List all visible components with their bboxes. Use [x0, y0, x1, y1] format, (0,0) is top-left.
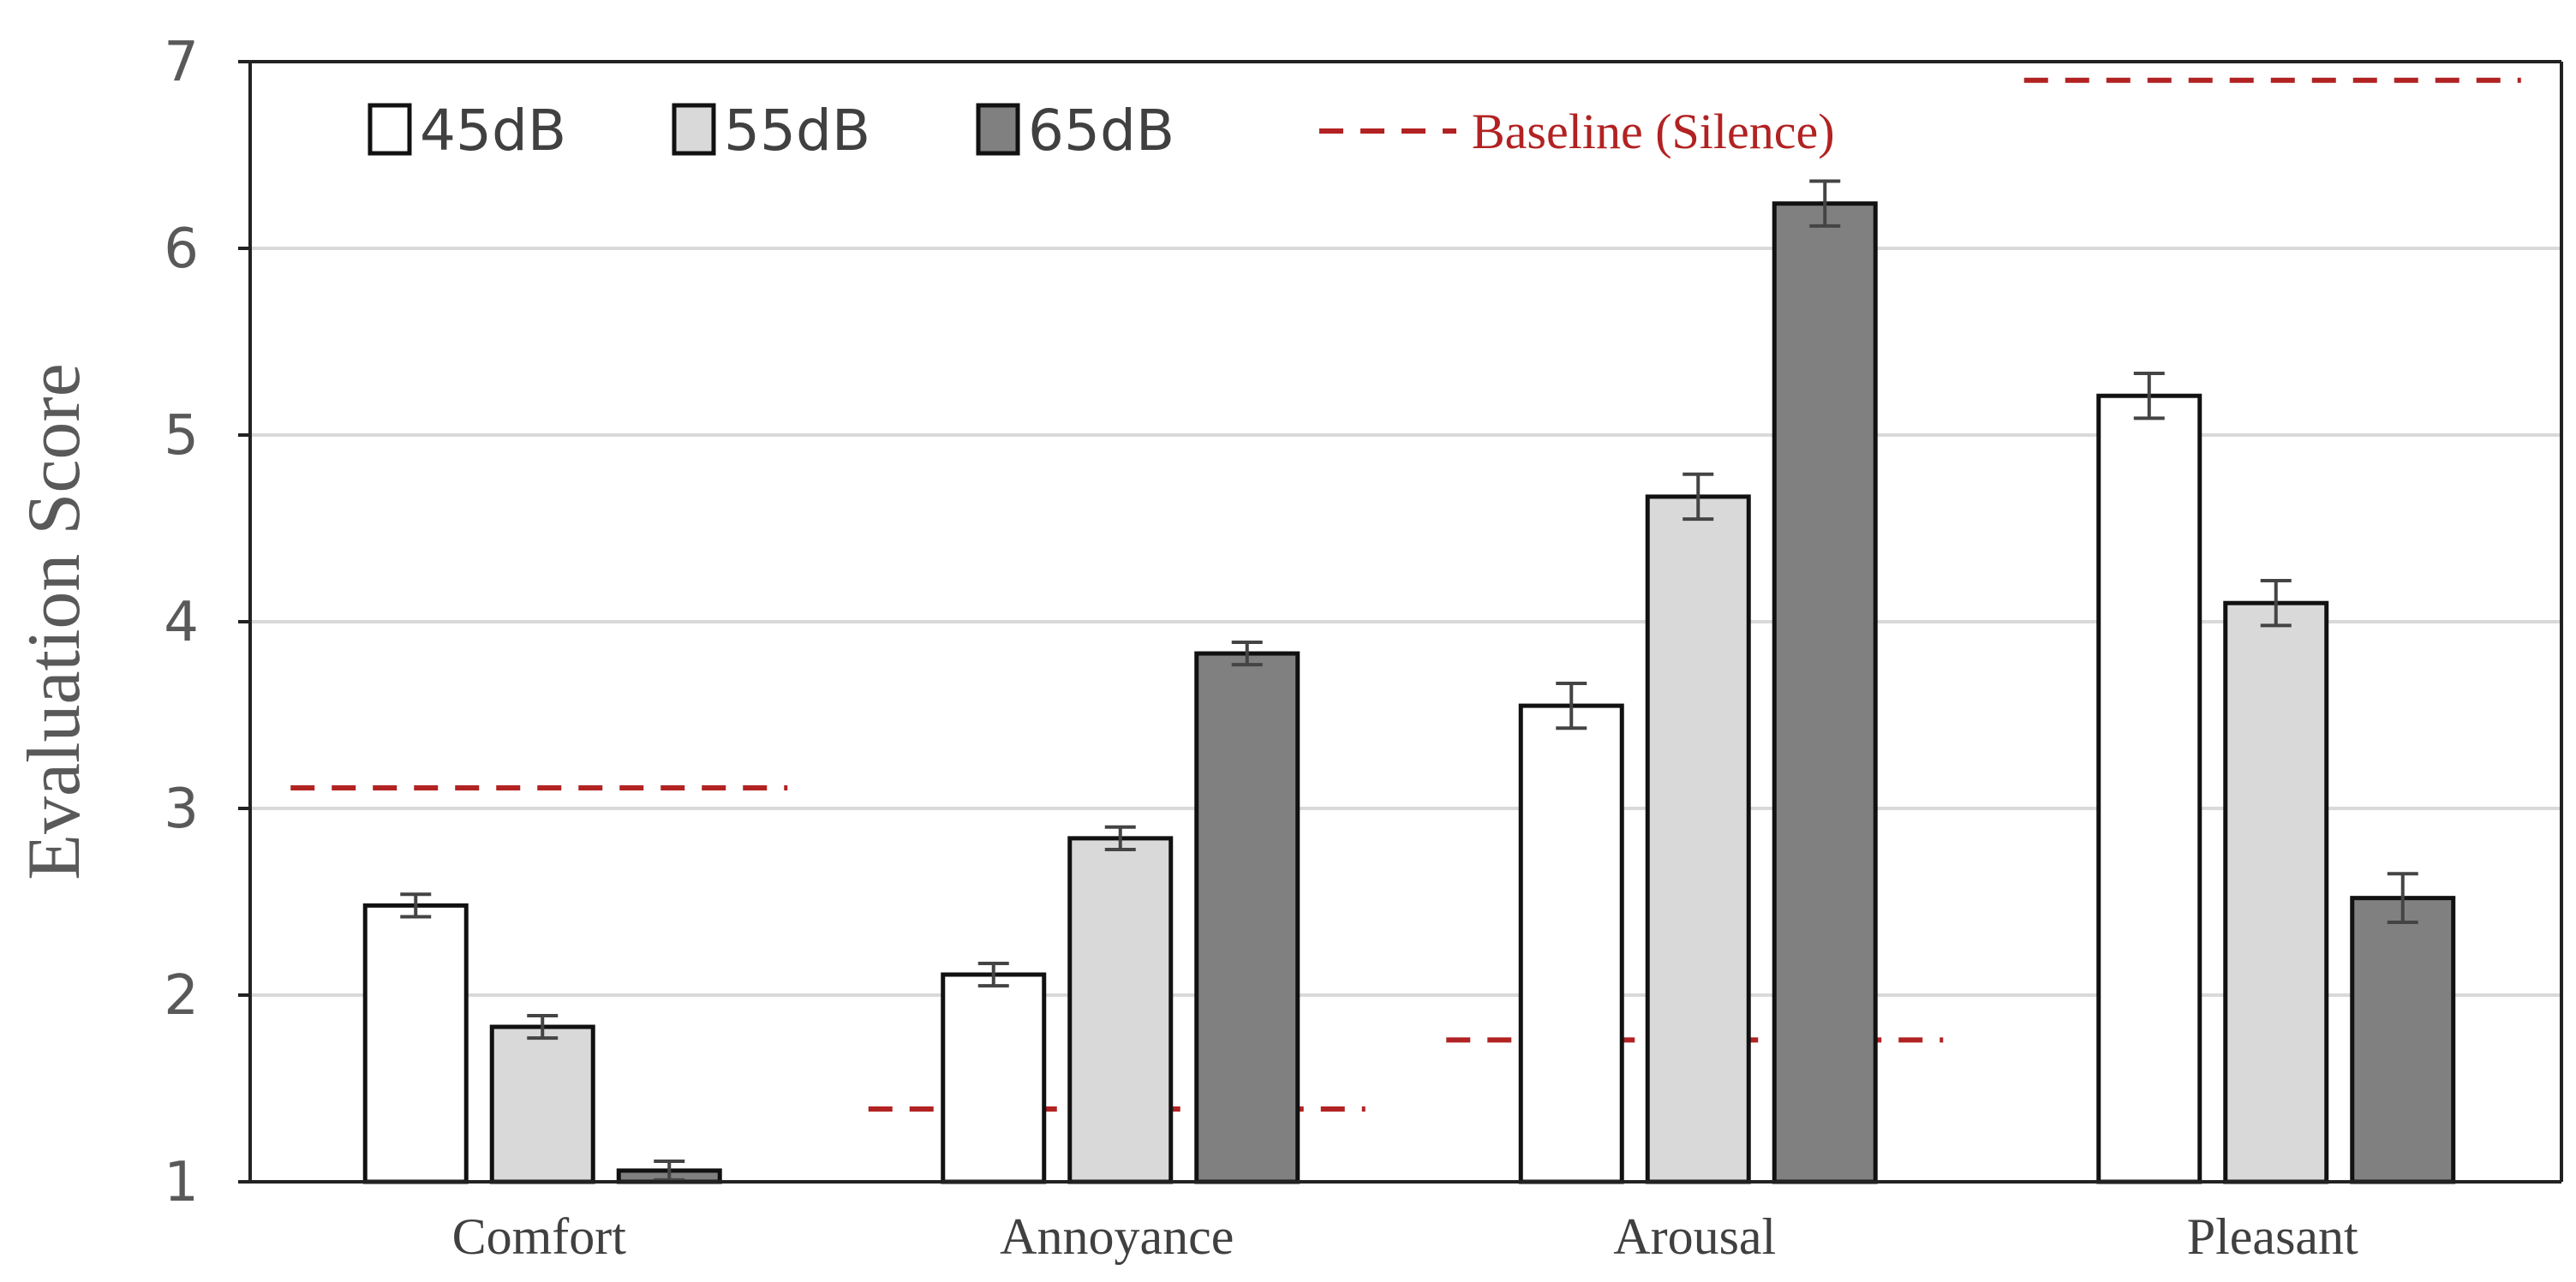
- bar-55dB-Arousal: [1645, 494, 1751, 1184]
- legend-item-baseline: Baseline (Silence): [1319, 104, 1835, 159]
- x-tick-label: Arousal: [1613, 1208, 1776, 1265]
- legend-label: 45dB: [420, 98, 566, 164]
- bar-55dB-Comfort: [489, 1024, 595, 1184]
- labels: 1 2 3 4 5 6 7 Comfort Annoyance Arousal Pleasant Ev…: [13, 31, 2358, 1265]
- error-bar-65dB-Arousal: [1809, 179, 1841, 228]
- y-axis-title: Evaluation Score: [13, 363, 96, 880]
- legend-label: 65dB: [1028, 98, 1174, 164]
- x-tick-label: Comfort: [452, 1208, 627, 1265]
- axes: [238, 60, 2563, 1184]
- legend-item-65dB: 65dB: [976, 98, 1174, 164]
- error-bar-55dB-Arousal: [1682, 472, 1714, 522]
- bar-55dB-Annoyance: [1067, 836, 1174, 1184]
- error-bar-65dB-Pleasant: [2387, 872, 2418, 924]
- bar-45dB-Comfort: [362, 903, 469, 1184]
- y-tick-label: 7: [164, 31, 199, 94]
- error-bar-55dB-Annoyance: [1104, 825, 1136, 851]
- bar-45dB-Annoyance: [941, 972, 1047, 1184]
- error-bar-45dB-Comfort: [400, 892, 432, 919]
- gridlines: [250, 247, 2561, 997]
- error-bar-55dB-Comfort: [527, 1013, 559, 1041]
- bar-65dB-Annoyance: [1194, 651, 1300, 1184]
- y-tick-label: 1: [164, 1151, 199, 1214]
- bars: [362, 179, 2456, 1184]
- y-tick-label: 2: [164, 964, 199, 1028]
- y-tick-label: 4: [164, 591, 199, 654]
- x-tick-label: Annoyance: [1000, 1208, 1234, 1265]
- error-bar-45dB-Pleasant: [2133, 372, 2165, 420]
- legend-swatch: [976, 103, 1020, 156]
- y-tick-label: 5: [164, 404, 199, 468]
- x-tick-label: Pleasant: [2187, 1208, 2358, 1265]
- legend: 45dB 55dB 65dB Baseline (Silence): [368, 98, 1835, 164]
- error-bar-65dB-Comfort: [654, 1160, 685, 1182]
- legend-item-55dB: 55dB: [672, 98, 870, 164]
- legend-item-45dB: 45dB: [368, 98, 566, 164]
- bar-65dB-Arousal: [1772, 201, 1878, 1184]
- error-bar-65dB-Annoyance: [1231, 640, 1263, 667]
- legend-label: Baseline (Silence): [1472, 104, 1835, 159]
- legend-swatch: [672, 103, 716, 156]
- bar-45dB-Arousal: [1518, 703, 1624, 1184]
- error-bar-45dB-Arousal: [1556, 681, 1587, 730]
- y-tick-label: 3: [164, 778, 199, 841]
- bar-55dB-Pleasant: [2223, 600, 2329, 1184]
- legend-swatch: [368, 103, 412, 156]
- bar-65dB-Pleasant: [2350, 896, 2456, 1184]
- legend-label: 55dB: [724, 98, 870, 164]
- error-bar-55dB-Pleasant: [2260, 579, 2292, 628]
- bar-45dB-Pleasant: [2096, 393, 2202, 1184]
- error-bar-45dB-Annoyance: [977, 961, 1009, 988]
- y-tick-label: 6: [164, 218, 199, 281]
